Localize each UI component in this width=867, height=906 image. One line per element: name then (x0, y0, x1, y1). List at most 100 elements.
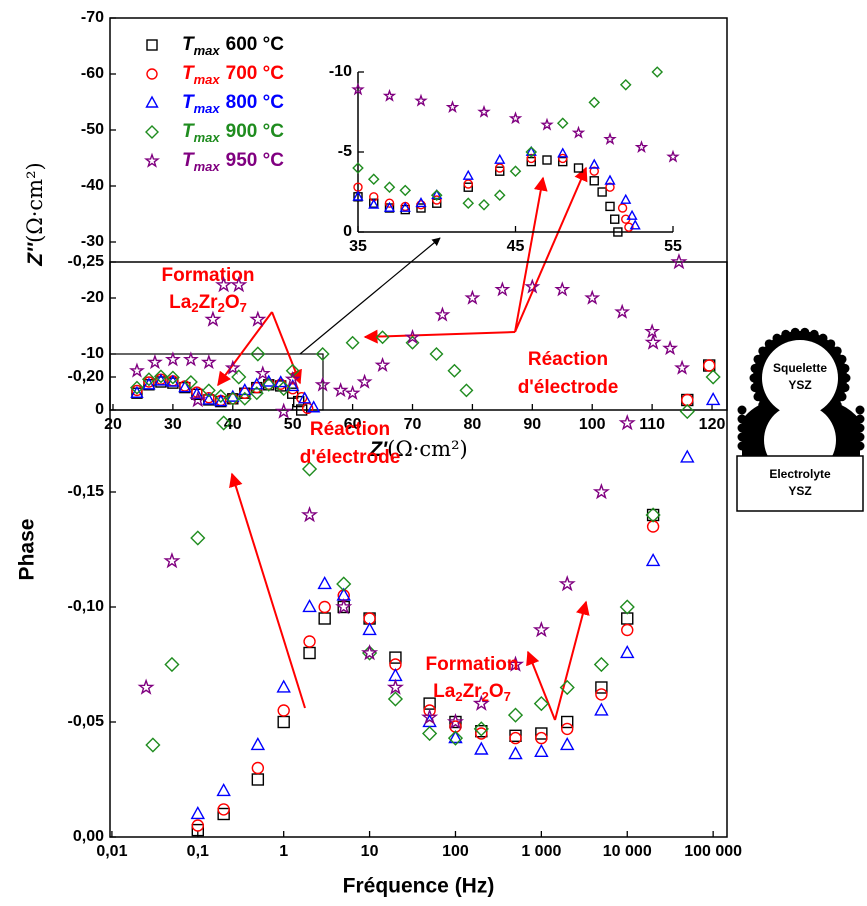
x-axis-symbol: Z' (368, 438, 388, 461)
y-tick-label: 0,00 (73, 828, 104, 845)
arrow (271, 311, 302, 385)
marker-star (356, 373, 373, 389)
marker-square (416, 203, 426, 213)
marker-square (610, 214, 620, 224)
y-tick-label: 0 (343, 223, 352, 240)
marker-diamond (145, 737, 161, 753)
marker-star (554, 281, 571, 297)
marker-triangle (415, 196, 427, 208)
electrolyte (736, 455, 864, 512)
marker-star (335, 597, 353, 615)
marker-diamond (422, 725, 438, 742)
skeleton-bump (837, 354, 847, 364)
marker-diamond (285, 363, 300, 378)
marker-square (495, 166, 505, 176)
x-tick-label: 0,01 (96, 843, 127, 860)
marker-circle (495, 163, 505, 173)
annotation-formula: La2Zr2O7 (433, 681, 511, 704)
marker-diamond (183, 375, 198, 389)
marker-star (374, 356, 391, 372)
marker-diamond (153, 369, 168, 384)
marker-diamond (315, 347, 330, 361)
skeleton-bump (772, 333, 782, 343)
legend-subscript: max (194, 72, 221, 87)
y-tick-label: -10 (329, 63, 352, 80)
legend-label: 600 °C (226, 34, 285, 55)
marker-diamond (429, 347, 444, 361)
x-tick-label: 55 (664, 238, 682, 255)
marker-square (595, 681, 608, 694)
marker-diamond (213, 389, 228, 403)
skeleton-bump (855, 432, 865, 442)
marker-star (300, 505, 319, 523)
annotation-formula: La2Zr2O7 (169, 292, 247, 315)
marker-circle (384, 198, 395, 208)
marker-triangle (525, 145, 537, 156)
annotation: d'électrode (300, 447, 401, 468)
marker-star (200, 354, 217, 370)
marker-square (542, 155, 552, 165)
marker-diamond (164, 656, 180, 673)
marker-star (332, 382, 349, 398)
marker-diamond (276, 380, 292, 397)
skeleton-bump (840, 363, 850, 373)
formula-element: O (489, 681, 504, 702)
skeleton-bump (826, 339, 836, 349)
marker-triangle (399, 201, 411, 212)
marker-diamond (447, 363, 462, 378)
marker-triangle (142, 377, 156, 390)
skeleton-bump (753, 392, 763, 402)
legend-label: 950 °C (226, 150, 285, 171)
marker-star (189, 390, 207, 408)
marker-star (508, 111, 523, 125)
marker-star (344, 384, 361, 400)
marker-circle (143, 376, 155, 388)
marker-star (592, 482, 610, 500)
marker-diamond (261, 377, 276, 392)
marker-triangle (474, 741, 489, 755)
skeleton-bump (749, 373, 759, 383)
y-tick-label: -60 (81, 65, 104, 82)
marker-diamond (301, 461, 318, 477)
y-tick-label: -0,20 (68, 368, 105, 385)
marker-star (404, 328, 421, 344)
marker-circle (146, 68, 158, 80)
marker-triangle (680, 449, 695, 463)
marker-square (605, 201, 615, 212)
marker-circle (318, 600, 331, 614)
y-tick-label: 0 (95, 401, 104, 418)
skeleton-bump (737, 423, 747, 433)
marker-circle (561, 722, 574, 736)
marker-star (254, 365, 271, 381)
marker-star (215, 275, 233, 293)
annotation: Formation (426, 654, 519, 675)
marker-triangle (302, 598, 317, 613)
annotation: d'électrode (518, 377, 619, 398)
marker-star (163, 551, 181, 569)
marker-circle (624, 222, 634, 232)
marker-triangle (298, 391, 312, 404)
legend-entry: Tmax 900 °C (182, 121, 284, 145)
marker-diamond (383, 181, 396, 193)
marker-triangle (238, 382, 252, 396)
marker-circle (605, 182, 615, 192)
x-tick-label: 1 000 (521, 843, 561, 860)
marker-triangle (588, 158, 600, 169)
annotation-arrows (217, 166, 590, 721)
marker-square (155, 376, 167, 388)
marker-diamond (225, 391, 240, 406)
skeleton-grain (762, 340, 838, 416)
marker-triangle (190, 386, 204, 400)
marker-triangle (383, 201, 396, 212)
marker-star (421, 708, 439, 725)
marker-triangle (594, 702, 609, 716)
marker-diamond (345, 335, 360, 350)
annotation: Réaction (310, 419, 390, 440)
marker-diamond (679, 403, 695, 420)
marker-circle (526, 153, 536, 164)
marker-triangle (448, 730, 463, 744)
skeleton-bump (790, 327, 800, 337)
marker-star (558, 574, 576, 592)
legend-subscript: max (194, 130, 221, 145)
